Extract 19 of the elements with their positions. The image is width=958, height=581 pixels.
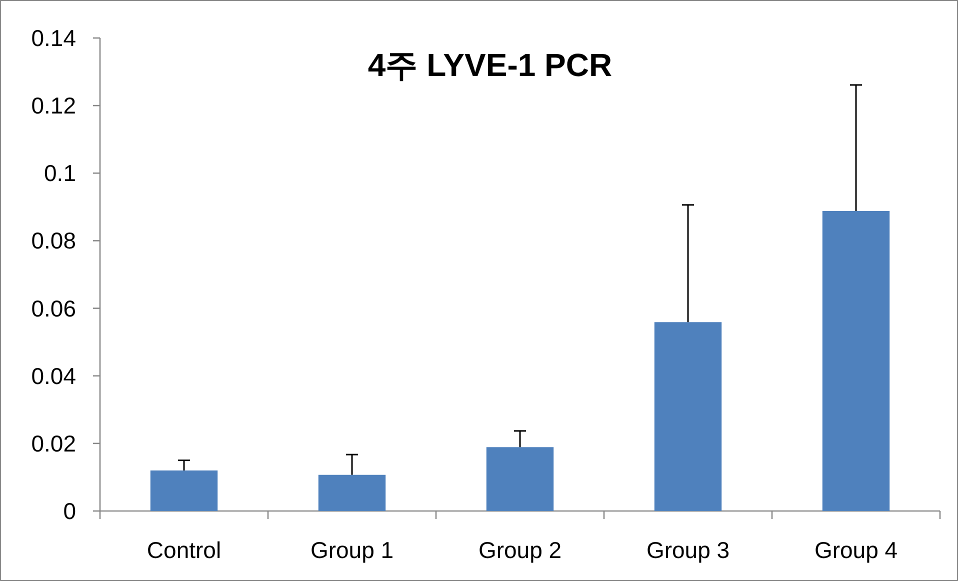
bar: [822, 210, 890, 511]
x-tick-label: Group 4: [814, 537, 898, 563]
bar: [486, 447, 554, 511]
y-tick-label: 0.08: [31, 228, 76, 254]
y-tick-label: 0.12: [31, 92, 76, 119]
bar: [654, 322, 722, 511]
y-tick-label: 0.04: [31, 362, 76, 389]
x-tick-label: Group 2: [478, 537, 562, 563]
y-tick-label: 0.14: [31, 25, 76, 51]
bar: [150, 470, 218, 511]
y-tick-label: 0.1: [44, 160, 76, 186]
bar: [318, 474, 386, 511]
x-tick-label: Group 1: [310, 537, 394, 563]
y-tick-label: 0: [63, 498, 76, 524]
y-tick-label: 0.06: [31, 295, 76, 322]
x-tick-label: Group 3: [646, 537, 730, 563]
x-tick-label: Control: [146, 537, 222, 563]
y-tick-label: 0.02: [31, 430, 76, 456]
chart-title: 4주 LYVE-1 PCR: [368, 47, 612, 83]
